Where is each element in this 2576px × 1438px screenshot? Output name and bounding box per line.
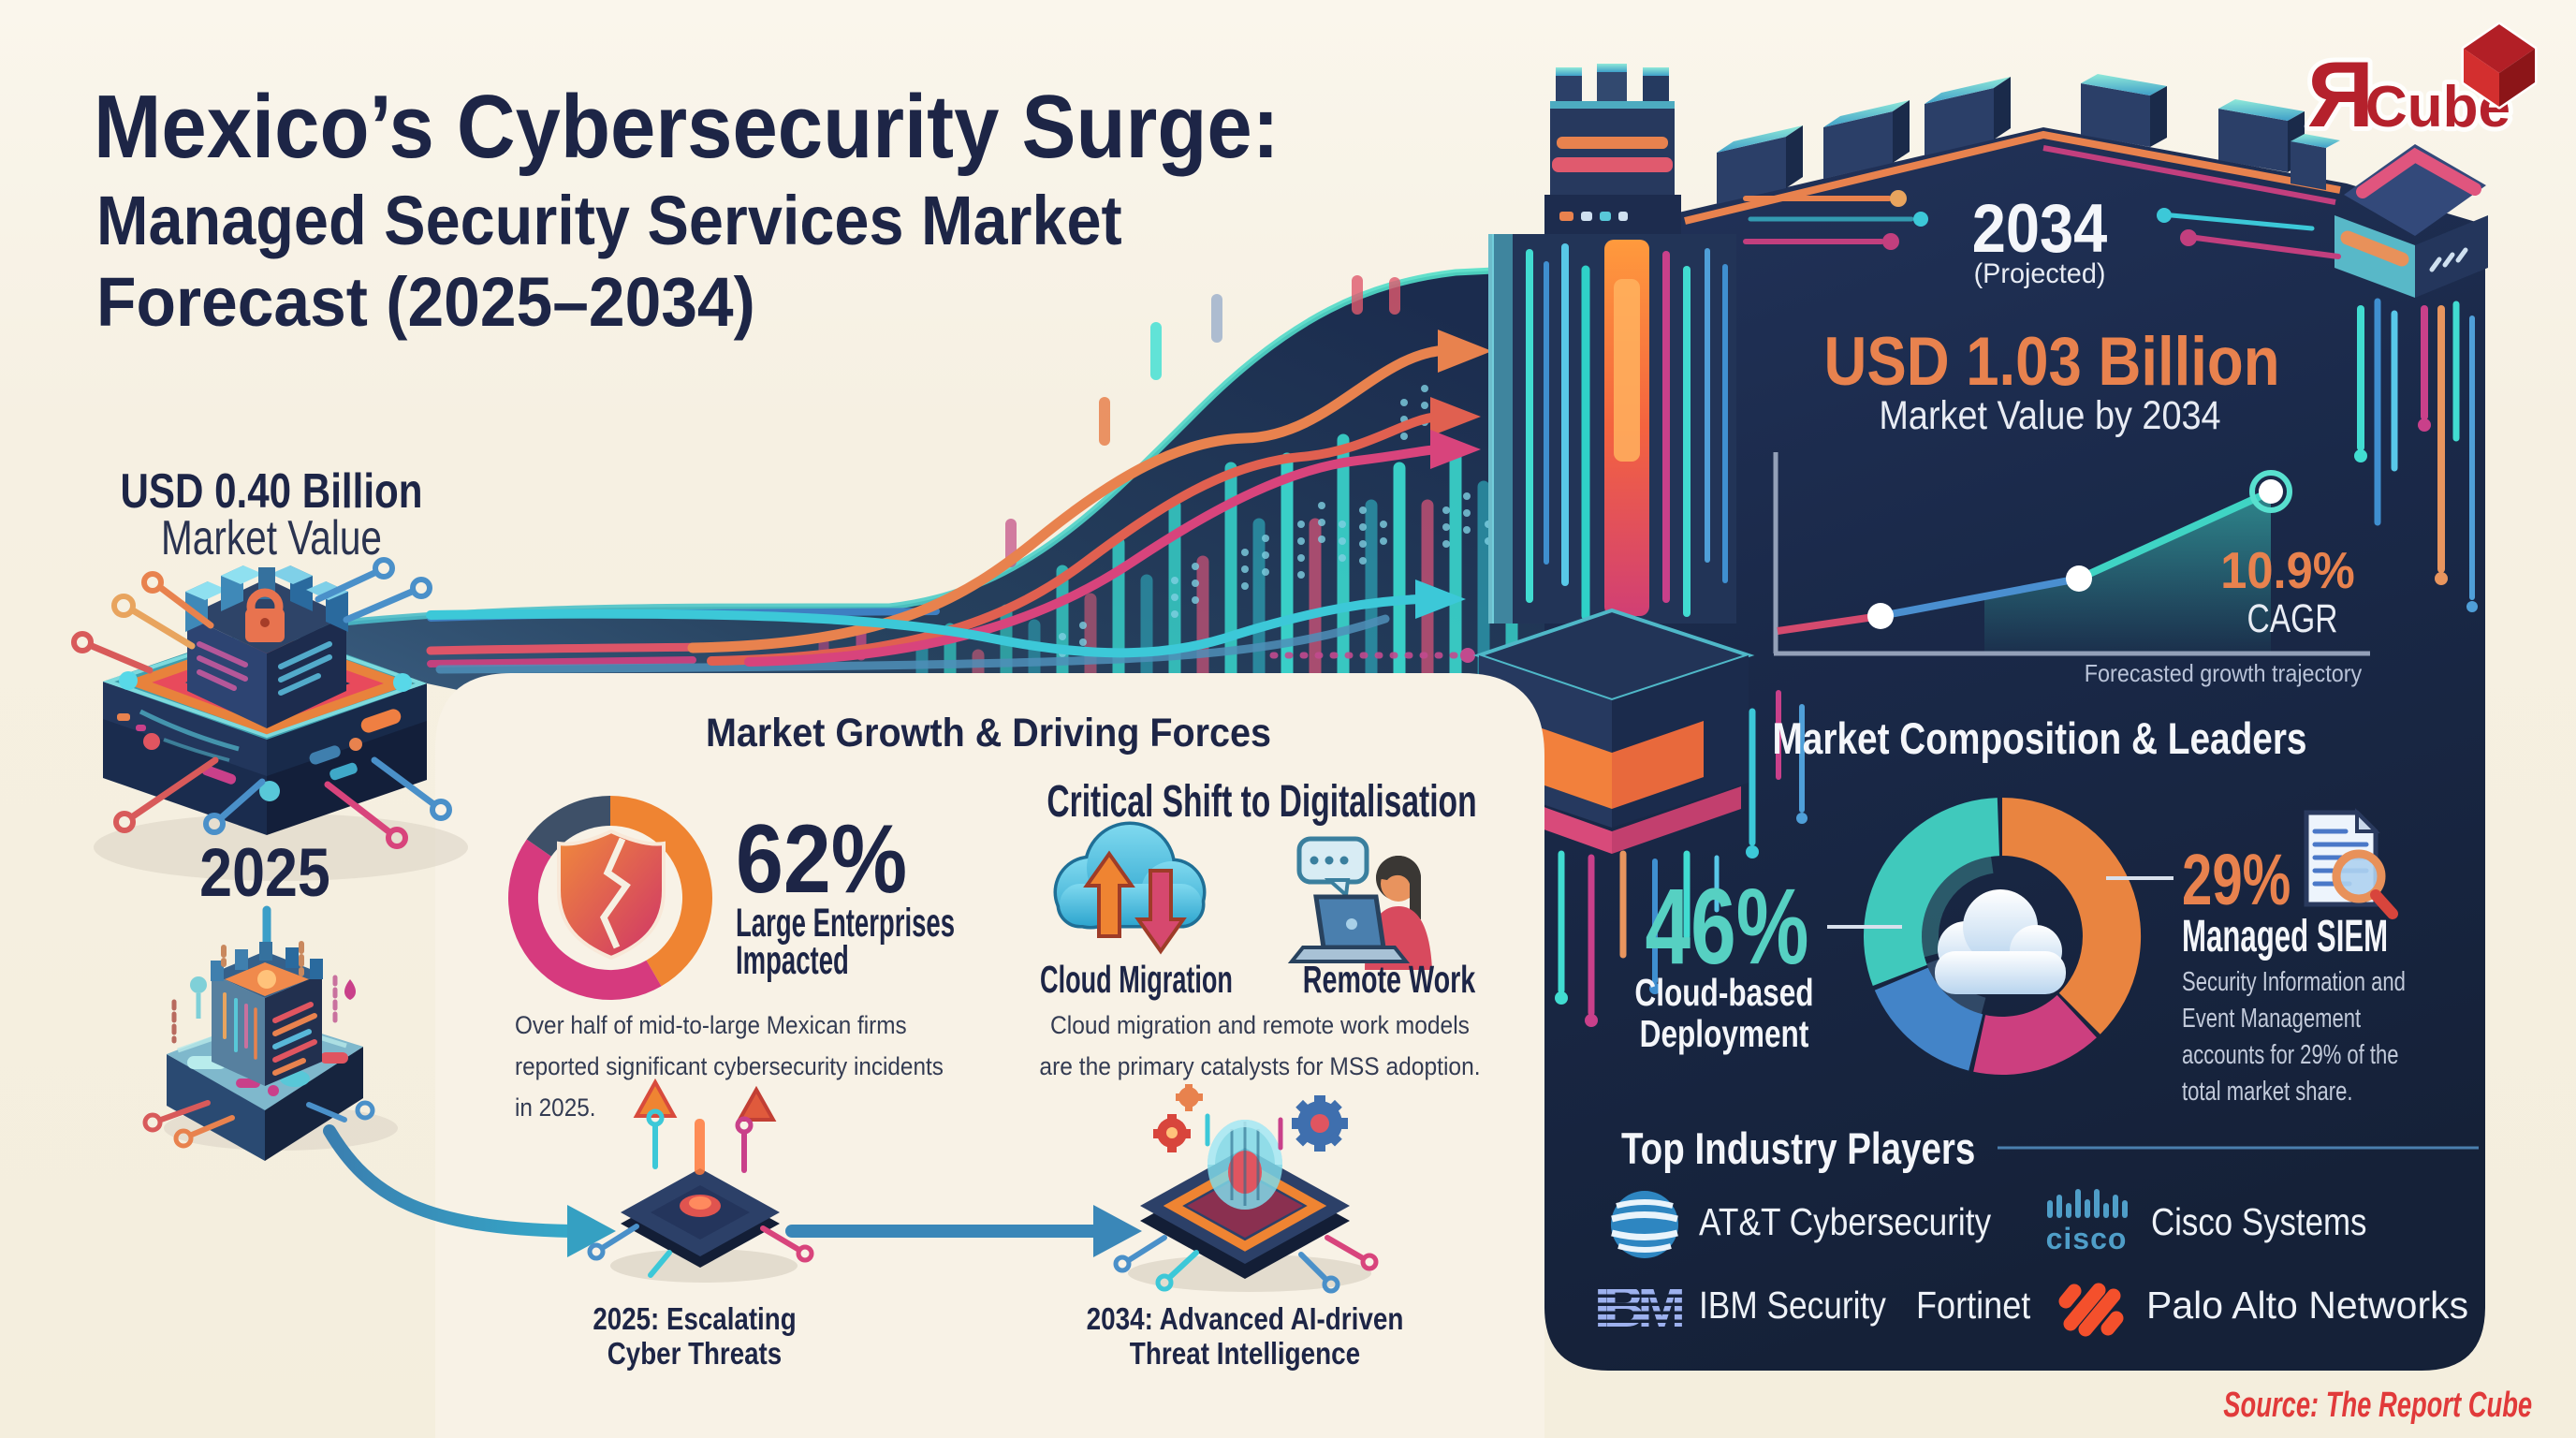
svg-text:Я: Я: [2307, 42, 2374, 146]
svg-text:IBM: IBM: [1594, 1275, 1686, 1340]
svg-text:Я: Я: [2307, 42, 2374, 146]
svg-text:cisco: cisco: [2046, 1222, 2128, 1255]
